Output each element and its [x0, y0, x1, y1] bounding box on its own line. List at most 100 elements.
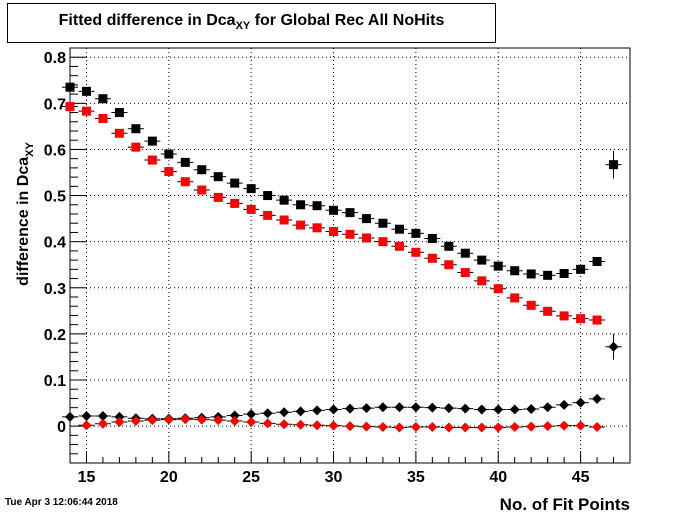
y-tick-label: 0.4: [44, 235, 66, 252]
data-point: [443, 403, 454, 414]
data-point: [526, 269, 536, 279]
data-point: [65, 411, 75, 422]
grid-lines: [70, 48, 630, 463]
y-tick-labels: 0 0.1 0.2 0.3 0.4 0.5 0.6 0.7 0.8: [44, 50, 66, 436]
data-point: [543, 270, 553, 280]
data-point: [493, 261, 503, 271]
data-point: [312, 420, 323, 431]
data-point: [147, 155, 157, 165]
x-tick-label: 45: [572, 469, 590, 486]
data-point: [361, 403, 372, 414]
timestamp: Tue Apr 3 12:06:44 2018: [5, 497, 118, 508]
data-point: [345, 403, 355, 414]
data-point: [164, 149, 174, 159]
data-point: [609, 160, 619, 170]
data-point: [592, 422, 603, 433]
data-point: [262, 418, 273, 429]
data-point: [427, 422, 438, 433]
data-point: [131, 124, 141, 134]
data-point: [361, 233, 371, 243]
data-point: [229, 416, 240, 427]
data-point: [197, 165, 207, 175]
data-points: [62, 82, 622, 433]
data-point: [196, 414, 207, 425]
data-point: [477, 276, 487, 286]
data-point: [164, 167, 174, 177]
data-point: [97, 410, 108, 421]
y-tick-label: 0.7: [44, 96, 66, 113]
data-series-1: [62, 82, 622, 280]
data-point: [460, 248, 470, 258]
data-point: [575, 397, 586, 408]
y-tick-label: 0: [57, 419, 66, 436]
data-point: [427, 253, 437, 263]
x-tick-label: 15: [78, 469, 96, 486]
data-point: [147, 136, 157, 146]
data-point: [510, 293, 520, 303]
data-point: [328, 420, 339, 431]
data-series-2: [62, 102, 606, 325]
data-point: [592, 315, 602, 325]
data-point: [213, 415, 224, 426]
y-tick-label: 0.6: [44, 142, 66, 159]
data-point: [329, 205, 339, 215]
data-point: [543, 306, 553, 316]
x-tick-label: 20: [160, 469, 178, 486]
data-point: [279, 419, 290, 430]
data-point: [493, 422, 504, 433]
plot-frame: [69, 47, 631, 464]
data-point: [526, 421, 537, 432]
data-point: [130, 416, 141, 427]
data-point: [509, 404, 520, 415]
data-point: [180, 414, 191, 425]
x-tick-labels: 15 20 25 30 35 40 45: [78, 469, 590, 486]
data-point: [559, 311, 569, 321]
chart-title-rest: for Global Rec All NoHits: [250, 12, 445, 29]
y-tick-label: 0.5: [44, 189, 66, 206]
data-point: [114, 416, 125, 427]
data-point: [345, 208, 355, 218]
data-point: [279, 407, 290, 418]
data-point: [378, 218, 388, 228]
x-tick-label: 35: [407, 469, 425, 486]
data-point: [246, 184, 256, 194]
x-tick-label: 30: [325, 469, 343, 486]
data-point: [394, 224, 404, 234]
data-point: [329, 227, 339, 237]
chart-title-main: Fitted difference in Dca: [58, 12, 236, 29]
svg-text:difference in DcaXY: difference in DcaXY: [15, 142, 36, 286]
data-point: [213, 172, 223, 182]
data-point: [559, 399, 570, 410]
y-axis-label: difference in DcaXY: [15, 142, 36, 286]
chart-title-subscript: XY: [235, 20, 251, 33]
data-point: [510, 266, 520, 276]
data-point: [526, 404, 537, 415]
y-tick-label: 0.1: [44, 373, 66, 390]
data-point: [279, 195, 289, 205]
data-point: [460, 403, 471, 414]
data-point: [460, 422, 471, 433]
data-point: [476, 422, 487, 433]
data-point: [147, 415, 158, 426]
data-point: [509, 422, 520, 433]
data-point: [460, 268, 470, 278]
data-point: [394, 422, 405, 433]
data-point: [81, 420, 92, 431]
data-point: [575, 420, 586, 431]
data-point: [328, 404, 339, 415]
data-point: [230, 198, 240, 208]
data-point: [576, 314, 586, 324]
data-point: [411, 228, 421, 238]
data-point: [361, 421, 372, 432]
data-point: [394, 241, 404, 251]
data-point: [98, 114, 108, 124]
data-point: [592, 256, 602, 266]
data-point: [98, 94, 108, 104]
data-point: [279, 215, 289, 225]
y-tick-label: 0.8: [44, 50, 66, 67]
data-point: [378, 237, 388, 247]
data-point: [394, 402, 405, 413]
data-point: [213, 192, 223, 202]
x-tick-label: 25: [242, 469, 260, 486]
